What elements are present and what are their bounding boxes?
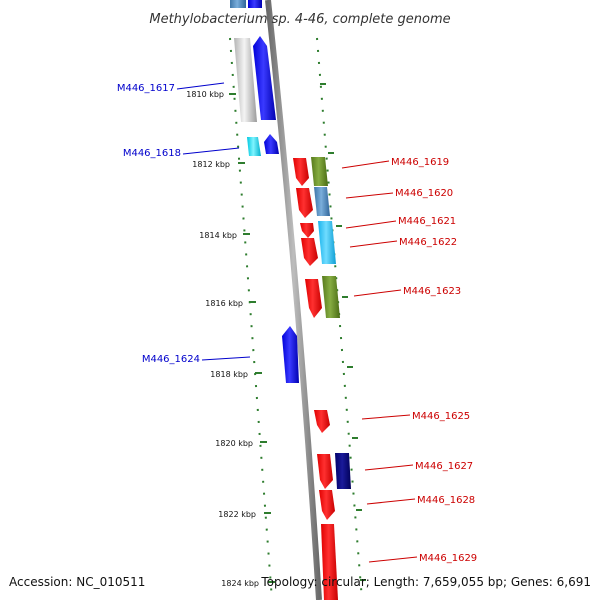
reverse-leader-lines <box>176 82 251 361</box>
ruler-label-1822: 1822 kbp <box>218 510 256 519</box>
gene-feature[interactable] <box>335 453 351 489</box>
gene-label[interactable]: M446_1624 <box>142 354 200 365</box>
gene-label[interactable]: M446_1628 <box>417 495 475 506</box>
ruler-labels: 1810 kbp 1812 kbp 1814 kbp 1816 kbp 1818… <box>186 90 259 588</box>
ruler-ticks-right <box>320 83 366 581</box>
forward-strand-genes <box>293 157 351 600</box>
gene-feature[interactable] <box>311 157 328 186</box>
gene-feature[interactable] <box>296 188 313 218</box>
gene-label[interactable]: M446_1621 <box>398 216 456 227</box>
gene-feature[interactable] <box>248 0 262 8</box>
forward-leader-lines <box>341 160 418 563</box>
gene-feature[interactable] <box>317 454 333 489</box>
reverse-strand-genes <box>230 0 299 383</box>
gene-feature[interactable] <box>322 276 340 318</box>
gene-feature[interactable] <box>264 134 279 154</box>
gene-feature[interactable] <box>314 410 330 433</box>
gene-feature[interactable] <box>234 38 257 122</box>
gene-label[interactable]: M446_1617 <box>117 83 175 94</box>
gene-label[interactable]: M446_1622 <box>399 237 457 248</box>
gene-feature[interactable] <box>293 158 309 186</box>
ruler-label-1824: 1824 kbp <box>221 579 259 588</box>
gene-feature[interactable] <box>247 137 261 156</box>
ruler-ticks <box>229 93 275 583</box>
gene-feature[interactable] <box>300 223 314 238</box>
left-ruler-line <box>229 37 273 600</box>
gene-label[interactable]: M446_1620 <box>395 188 453 199</box>
accession-text: Accession: NC_010511 <box>9 575 145 589</box>
genome-title: Methylobacterium sp. 4-46, complete geno… <box>149 12 450 27</box>
gene-feature[interactable] <box>321 524 338 600</box>
ruler-label-1812: 1812 kbp <box>192 160 230 169</box>
gene-label[interactable]: M446_1629 <box>419 553 477 564</box>
genome-backbone <box>265 0 322 600</box>
gene-label[interactable]: M446_1618 <box>123 148 181 159</box>
gene-feature[interactable] <box>282 326 299 383</box>
gene-feature[interactable] <box>305 279 322 318</box>
gene-label[interactable]: M446_1625 <box>412 411 470 422</box>
gene-feature[interactable] <box>314 187 330 216</box>
gene-feature[interactable] <box>230 0 246 8</box>
gene-feature[interactable] <box>319 490 335 520</box>
topology-text: Topology: circular; Length: 7,659,055 bp… <box>260 575 591 589</box>
ruler-label-1810: 1810 kbp <box>186 90 224 99</box>
forward-gene-labels: M446_1619 M446_1620 M446_1621 M446_1622 … <box>391 157 477 564</box>
gene-feature[interactable] <box>301 238 318 266</box>
reverse-gene-labels: M446_1617 M446_1618 M446_1624 <box>117 83 200 365</box>
gene-label[interactable]: M446_1623 <box>403 286 461 297</box>
gene-label[interactable]: M446_1619 <box>391 157 449 168</box>
gene-feature[interactable] <box>253 36 276 120</box>
ruler-label-1814: 1814 kbp <box>199 231 237 240</box>
ruler-label-1818: 1818 kbp <box>210 370 248 379</box>
ruler-label-1816: 1816 kbp <box>205 299 243 308</box>
right-ruler-line <box>316 37 363 600</box>
gene-label[interactable]: M446_1627 <box>415 461 473 472</box>
gene-feature[interactable] <box>318 221 336 264</box>
ruler-label-1820: 1820 kbp <box>215 439 253 448</box>
